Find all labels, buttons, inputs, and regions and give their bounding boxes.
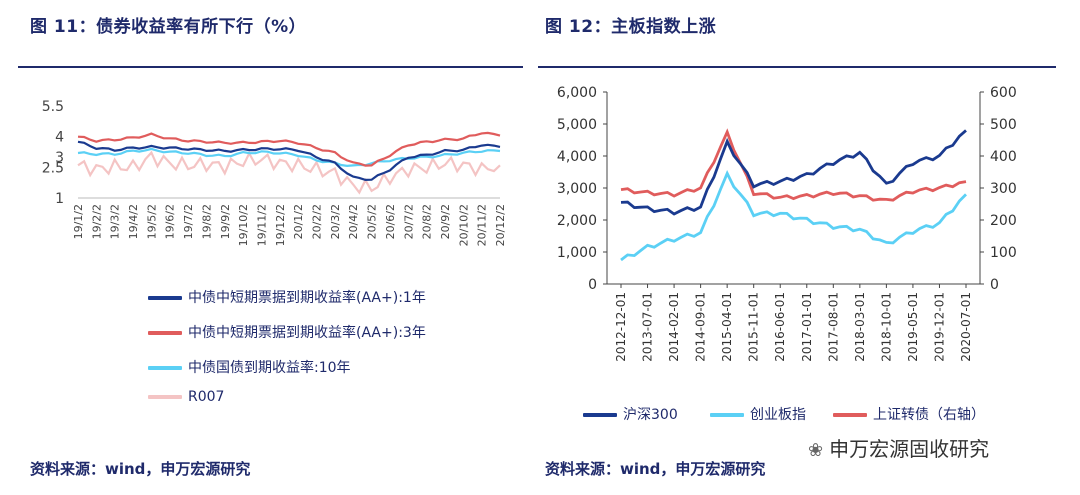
legend-swatch — [833, 413, 867, 417]
title-divider-left — [18, 66, 523, 68]
x-tick-label: 19/12/2 — [274, 204, 287, 246]
legend-label: R007 — [188, 389, 225, 405]
x-tick-label: 20/3/2 — [329, 204, 342, 239]
x-tick-label: 20/11/2 — [476, 204, 489, 246]
legend-label: 中债中短期票据到期收益率(AA+):1年 — [188, 290, 426, 306]
x-tick-label: 19/1/2 — [72, 204, 85, 239]
legend-label: 沪深300 — [623, 407, 678, 423]
source-left: 资料来源：wind，申万宏源研究 — [30, 460, 251, 478]
x-tick-label: 20/2/2 — [311, 204, 324, 239]
x-tick-label: 19/5/2 — [145, 204, 158, 239]
series-line — [77, 140, 501, 182]
legend-label: 中债中短期票据到期收益率(AA+):3年 — [188, 325, 426, 341]
y-tick-label: 6,000 — [557, 85, 597, 101]
y-tick-label: 4,000 — [557, 149, 597, 165]
y-tick-label: 0 — [588, 277, 597, 293]
series-line — [620, 128, 967, 202]
legend-item-1y: 中债中短期票据到期收益率(AA+):1年 — [148, 287, 426, 307]
legend-label: 创业板指 — [750, 407, 806, 423]
x-tick-label: 20/10/2 — [457, 204, 470, 246]
legend-swatch — [583, 413, 617, 417]
x-tick-label: 20/1/2 — [292, 204, 305, 239]
x-tick-label: 20/4/2 — [347, 204, 360, 239]
legend-swatch — [148, 331, 182, 335]
legend-item-chinext: 创业板指 — [710, 404, 806, 424]
title-divider-right — [538, 66, 1056, 68]
y-tick-label: 1 — [55, 191, 64, 207]
source-right: 资料来源：wind，申万宏源研究 — [545, 460, 766, 478]
y-tick-label: 1,000 — [557, 245, 597, 261]
x-tick-label: 19/6/2 — [164, 204, 177, 239]
x-tick-label: 20/12/2 — [494, 204, 507, 246]
y-tick-label: 2,000 — [557, 213, 597, 229]
y-tick-label-right: 0 — [990, 277, 999, 293]
y-tick-label: 5.5 — [42, 99, 64, 115]
x-tick-label: 2012-12-01 — [614, 292, 628, 362]
y-tick-label-right: 500 — [990, 117, 1017, 133]
legend-swatch — [148, 395, 182, 399]
y-tick-label: 2.5 — [42, 160, 64, 176]
series-line — [77, 131, 501, 167]
x-tick-label: 2019-05-01 — [906, 292, 920, 362]
x-tick-label: 2018-03-01 — [853, 292, 867, 362]
x-tick-label: 20/5/2 — [366, 204, 379, 239]
series-line — [620, 170, 967, 262]
x-tick-label: 2013-07-01 — [641, 292, 655, 362]
x-tick-label: 2015-04-01 — [720, 292, 734, 362]
index-chart: 6,000 5,000 4,000 3,000 2,000 1,000 0 600 500 400… — [557, 85, 1017, 362]
x-tick-label: 19/10/2 — [237, 204, 250, 246]
watermark-text: 申万宏源固收研究 — [829, 437, 990, 461]
x-tick-label: 19/3/2 — [109, 204, 122, 239]
x-tick-label: 2014-09-01 — [694, 292, 708, 362]
x-tick-label: 19/9/2 — [219, 204, 232, 239]
series-line — [77, 147, 501, 168]
x-tick-label: 2015-11-01 — [747, 292, 761, 362]
x-tick-label: 2018-10-01 — [879, 292, 893, 362]
x-tick-label: 2016-06-01 — [773, 292, 787, 362]
legend-swatch — [710, 413, 744, 417]
legend-label: 上证转债（右轴） — [873, 407, 985, 423]
legend-item-r007: R007 — [148, 389, 224, 405]
legend-item-3y: 中债中短期票据到期收益率(AA+):3年 — [148, 322, 426, 342]
legend-label: 中债国债到期收益率:10年 — [188, 360, 351, 376]
y-tick-label-right: 300 — [990, 181, 1017, 197]
x-tick-label: 20/9/2 — [439, 204, 452, 239]
x-tick-label: 2020-07-01 — [959, 292, 973, 362]
legend-item-convertible: 上证转债（右轴） — [833, 404, 985, 424]
chart-title-right: 图 12：主板指数上涨 — [545, 17, 717, 37]
legend-swatch — [148, 366, 182, 370]
y-tick-label: 4 — [55, 130, 64, 146]
x-tick-label: 19/4/2 — [127, 204, 140, 239]
y-tick-label-right: 400 — [990, 149, 1017, 165]
x-tick-label: 20/8/2 — [421, 204, 434, 239]
y-tick-label-right: 600 — [990, 85, 1017, 101]
x-tick-label: 2019-12-01 — [932, 292, 946, 362]
legend-item-10y: 中债国债到期收益率:10年 — [148, 357, 351, 377]
legend-item-hs300: 沪深300 — [583, 404, 678, 424]
x-tick-label: 2017-08-01 — [826, 292, 840, 362]
x-tick-label: 19/7/2 — [182, 204, 195, 239]
x-tick-label: 2017-01-01 — [800, 292, 814, 362]
x-tick-label: 19/2/2 — [90, 204, 103, 239]
x-tick-label: 20/7/2 — [402, 204, 415, 239]
x-tick-label: 20/6/2 — [384, 204, 397, 239]
x-tick-label: 2014-02-01 — [667, 292, 681, 362]
y-tick-label: 5,000 — [557, 117, 597, 133]
legend-swatch — [148, 296, 182, 300]
y-tick-label-right: 200 — [990, 213, 1017, 229]
y-tick-label-right: 100 — [990, 245, 1017, 261]
series-line — [620, 129, 967, 216]
y-tick-label: 3 — [55, 150, 64, 166]
y-tick-label: 3,000 — [557, 181, 597, 197]
wechat-icon: ❀ — [808, 440, 824, 461]
x-tick-label: 19/11/2 — [255, 204, 268, 246]
chart-title-left: 图 11：债券收益率有所下行（%） — [30, 17, 307, 37]
x-tick-label: 19/8/2 — [200, 204, 213, 239]
watermark: ❀ 申万宏源固收研究 — [808, 433, 989, 462]
bond-yield-chart: 5.5 4 32.5 1 19/1/2 19/2/2 19/3/2 19/4/2 19/5/2 1… — [42, 99, 507, 246]
series-line — [77, 150, 501, 195]
